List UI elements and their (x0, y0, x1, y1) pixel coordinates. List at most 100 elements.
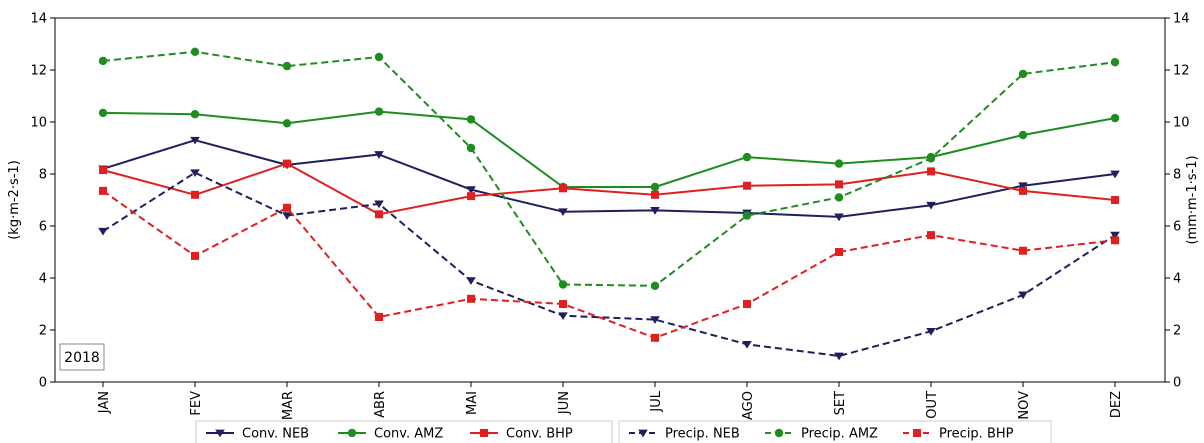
x-tick-label: NOV (1017, 391, 1032, 420)
series-precip-bhp (99, 186, 1119, 342)
data-point-precip-amz (98, 56, 108, 66)
y-tick-label-left: 4 (39, 272, 47, 287)
data-point-conv-neb (650, 207, 660, 215)
data-point-conv-bhp (1019, 186, 1027, 195)
data-point-precip-bhp (1019, 246, 1027, 255)
x-axis: JAN FEV MAR ABR MAI JUN JUL AGO SET OUT NOV DEZ (97, 382, 1124, 420)
series-layer (98, 47, 1120, 361)
y-tick-label-left: 14 (30, 12, 47, 27)
series-precip-amz (98, 47, 1120, 290)
data-point-precip-bhp (927, 231, 935, 240)
data-point-precip-amz (834, 193, 844, 202)
data-point-conv-bhp (559, 184, 567, 193)
legend-label: Precip. AMZ (801, 427, 878, 442)
legend-label: Conv. BHP (506, 427, 573, 442)
y-tick-label-right: 4 (1173, 272, 1181, 287)
data-point-conv-amz (190, 110, 200, 119)
data-point-precip-amz (282, 61, 292, 71)
data-point-precip-neb (834, 352, 844, 361)
legend-item-conv-bhp: Conv. BHP (470, 427, 573, 442)
year-annotation: 2018 (59, 343, 105, 371)
x-tick-label: OUT (925, 391, 940, 419)
y-tick-label-right: 2 (1173, 324, 1181, 339)
legend-label: Precip. BHP (939, 427, 1014, 442)
x-tick-label: DEZ (1109, 391, 1124, 418)
series-line-precip-neb (102, 171, 1116, 357)
data-point-precip-amz (190, 47, 200, 56)
data-point-conv-amz (834, 159, 844, 168)
year-annotation-box (59, 343, 105, 371)
data-point-conv-amz (742, 152, 752, 162)
legend-item-precip-amz: Precip. AMZ (765, 427, 878, 442)
data-point-precip-neb (558, 312, 568, 321)
right-axis: 0 2 4 6 8 10 12 14 (1165, 12, 1190, 391)
legend-item-conv-neb: Conv. NEB (206, 427, 309, 442)
data-point-conv-bhp (651, 190, 659, 199)
series-line-conv-neb (102, 139, 1116, 218)
data-point-precip-bhp (99, 186, 107, 195)
x-tick-label: SET (833, 391, 848, 415)
legend-marker (215, 429, 225, 438)
y-tick-label-right: 14 (1173, 12, 1190, 27)
legend-label: Conv. NEB (242, 427, 309, 442)
legend-item-precip-neb: Precip. NEB (629, 427, 740, 442)
series-line-conv-amz (102, 110, 1116, 188)
data-point-conv-bhp (835, 180, 843, 189)
legend-label: Precip. NEB (665, 427, 740, 442)
data-point-precip-bhp (559, 300, 567, 308)
series-precip-neb (98, 169, 1120, 361)
data-point-conv-bhp (283, 159, 291, 168)
data-point-precip-bhp (835, 248, 843, 256)
data-point-conv-amz (282, 119, 292, 128)
data-point-conv-neb (190, 136, 200, 145)
y-tick-label-left: 8 (39, 168, 47, 183)
data-point-conv-amz (466, 115, 476, 124)
data-point-conv-neb (834, 213, 844, 222)
y-tick-label-left: 0 (39, 376, 47, 391)
data-point-conv-amz (374, 107, 384, 116)
data-point-precip-neb (374, 200, 384, 209)
data-point-precip-bhp (283, 203, 291, 212)
data-point-precip-amz (1018, 69, 1028, 79)
data-point-precip-neb (650, 316, 660, 324)
data-point-precip-amz (374, 52, 384, 62)
series-line-precip-bhp (102, 190, 1116, 339)
data-point-conv-bhp (1111, 196, 1119, 204)
left-axis: 0 2 4 6 8 10 12 14 (30, 12, 55, 391)
plot-area (54, 17, 1166, 383)
data-point-precip-amz (466, 143, 476, 153)
data-point-conv-neb (926, 201, 936, 210)
y-axis-left-label: (kg·m-2·s-1) (7, 160, 22, 240)
legend: Conv. NEB Conv. AMZ Conv. BHP Precip. NEB Pr… (195, 420, 1052, 443)
data-point-precip-neb (926, 327, 936, 336)
data-point-conv-neb (374, 151, 384, 159)
data-point-conv-bhp (375, 210, 383, 219)
x-tick-label: JUL (649, 390, 664, 412)
series-line-precip-amz (102, 50, 1116, 287)
legend-box (618, 420, 1052, 443)
data-point-precip-bhp (467, 294, 475, 303)
x-tick-label: JUN (557, 391, 572, 415)
data-point-conv-amz (650, 182, 660, 192)
year-annotation-text: 2018 (64, 350, 100, 366)
x-tick-label: MAI (465, 391, 480, 415)
data-point-conv-bhp (99, 166, 107, 175)
legend-item-precip-bhp: Precip. BHP (903, 427, 1014, 442)
data-point-precip-amz (926, 154, 936, 163)
data-point-conv-neb (466, 186, 476, 194)
data-point-precip-bhp (375, 313, 383, 321)
data-point-precip-bhp (743, 300, 751, 308)
data-point-precip-amz (650, 281, 660, 290)
data-point-conv-neb (558, 208, 568, 217)
legend-box (195, 420, 613, 443)
data-point-conv-amz (1110, 113, 1120, 123)
legend-marker (480, 429, 488, 437)
legend-marker (913, 429, 921, 437)
y-tick-label-left: 12 (30, 64, 47, 79)
data-point-precip-bhp (191, 251, 199, 260)
x-tick-label: FEV (189, 391, 204, 416)
data-point-precip-neb (742, 340, 752, 349)
y-tick-label-left: 6 (39, 220, 47, 235)
data-point-conv-neb (1110, 170, 1120, 179)
